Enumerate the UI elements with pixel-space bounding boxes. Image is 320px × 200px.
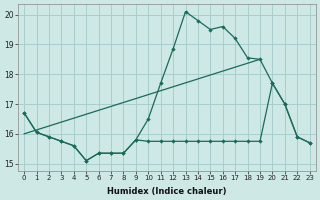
X-axis label: Humidex (Indice chaleur): Humidex (Indice chaleur): [107, 187, 227, 196]
